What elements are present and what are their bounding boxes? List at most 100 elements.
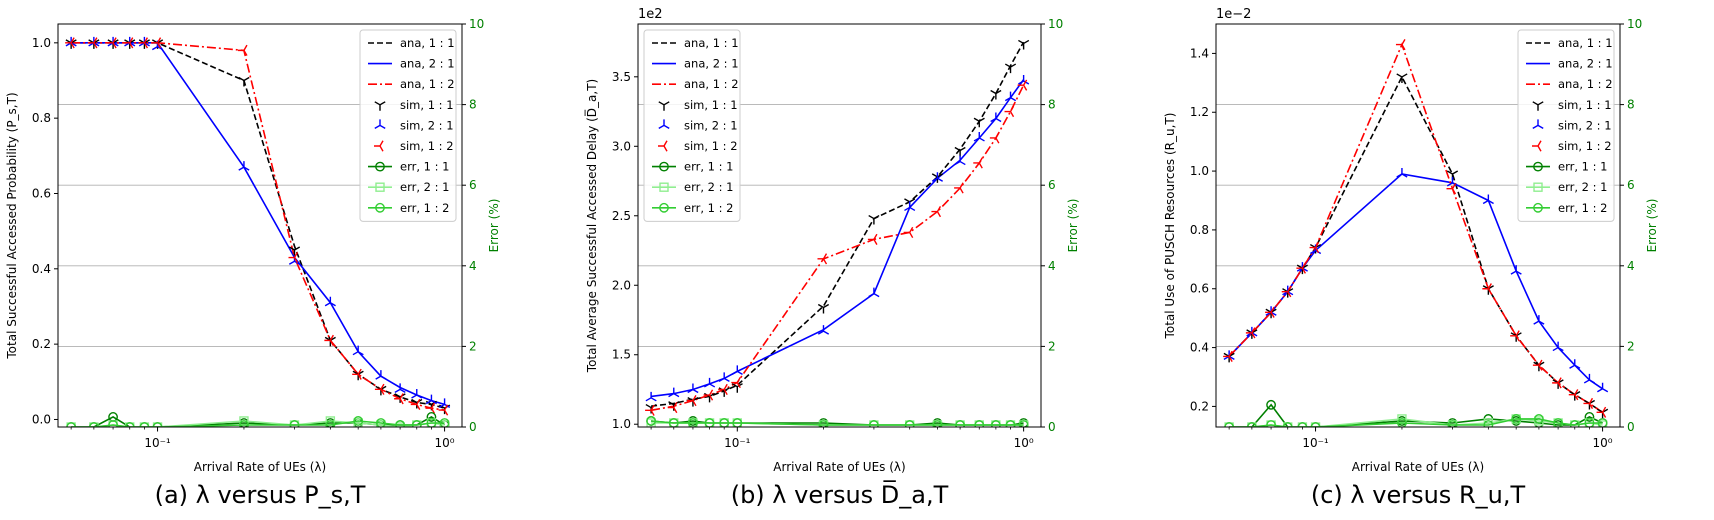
series-9 [1224,414,1608,427]
legend-label: sim, 1 : 2 [400,139,454,153]
y2-tick-label: 6 [1048,178,1056,192]
data-point [719,418,730,427]
data-point [818,420,829,427]
data-point [239,420,249,427]
data-point [410,398,421,410]
series-6 [1223,39,1607,418]
data-point [731,376,741,389]
legend-label: sim, 1 : 2 [684,139,738,153]
data-point [1552,341,1564,352]
data-point [1266,399,1276,410]
legend-label: ana, 1 : 2 [400,77,455,91]
data-point [151,37,162,49]
y-tick-label: 0.2 [1190,399,1209,413]
data-point [1510,265,1522,275]
series-9 [646,416,1029,427]
plot-area [1223,39,1609,427]
data-point [1017,79,1028,91]
series-line-9 [1229,418,1603,427]
data-point [1569,359,1581,369]
legend-box [1517,29,1615,222]
data-point [731,383,743,393]
data-point [868,287,880,298]
y2-axis-label: Error (%) [1645,199,1659,253]
panel-caption: (a) λ versus P_s,T [155,481,366,509]
y2-tick-label: 8 [1627,98,1635,112]
data-point [138,37,149,49]
data-point [1265,306,1275,318]
data-point [817,303,830,314]
data-point [1568,389,1579,401]
data-point [353,416,364,426]
data-point [703,389,714,401]
y2-tick-label: 4 [1048,259,1056,273]
y-tick-label: 1.0 [612,417,631,431]
data-point [954,182,964,194]
legend-label: ana, 2 : 1 [1558,57,1613,71]
chart-panel-2: 1.0 1.5 2.0 2.5 3.0 3.5 0 2 4 6 8 10 10⁻¹ 10⁰ 1e2 Arriv… [584,7,1080,509]
data-point [869,420,879,427]
legend-marker [374,140,384,152]
panel-caption: (c) λ versus R_u,T [1311,481,1526,509]
data-point [1018,74,1030,85]
y-tick-label: 1.0 [32,36,51,50]
y-tick-label: 1.0 [1190,164,1209,178]
axes-frame [1215,23,1621,428]
legend-label: sim, 1 : 1 [400,98,454,112]
legend-marker [375,182,385,192]
y-multiplier: 1e2 [638,7,663,22]
series-line-9 [651,420,1024,426]
x-axis-label: Arrival Rate of UEs (λ) [194,460,326,474]
y-tick-label: 0.8 [32,111,51,125]
data-point [1569,420,1580,427]
data-point [1597,408,1609,419]
y-tick-label: 1.4 [1190,46,1209,60]
axes-frame [637,23,1042,428]
data-point [1597,382,1609,393]
y2-tick-label: 4 [1627,259,1635,273]
y-tick-label: 3.5 [612,70,631,84]
y2-axis-label: Error (%) [487,199,501,253]
data-point [1245,327,1256,339]
y2-tick-label: 0 [469,420,477,434]
series-4 [645,39,1030,414]
legend-marker [659,182,669,192]
data-point [1482,283,1492,295]
legend-marker [1532,119,1544,130]
data-point [1018,39,1030,50]
legend-label: ana, 2 : 1 [400,57,455,71]
data-point [990,112,1002,123]
data-point [931,206,942,218]
y-axis-label: Total Use of PUSCH Resources (R_u,T) [1163,113,1177,340]
legend-label: sim, 2 : 1 [684,118,738,132]
chart-panel-1: 0.0 0.2 0.4 0.6 0.8 1.0 0 2 4 6 8 10 10⁻¹ 10⁰ Arrival … [5,17,501,509]
data-point [687,383,699,394]
data-point [238,76,250,87]
data-point [1483,420,1494,427]
y-tick-label: 2.0 [612,278,631,292]
data-point [1533,315,1545,325]
legend-label: sim, 2 : 1 [1558,118,1612,132]
data-point [817,325,830,335]
data-point [1395,39,1406,51]
data-point [1482,194,1494,205]
series-6 [645,79,1028,416]
panel-caption: (b) λ versus D̅_a,T [731,480,949,509]
data-point [1584,418,1595,427]
data-point [1596,406,1607,418]
legend-label: err, 1 : 1 [400,160,449,174]
data-point [931,172,943,182]
legend-marker [1533,182,1543,192]
data-point [704,418,715,427]
data-point [1583,397,1594,410]
data-point [1281,286,1292,298]
plot-area [645,39,1030,427]
y2-tick-label: 8 [1048,98,1056,112]
legend-marker [658,119,670,130]
legend-label: ana, 1 : 2 [684,77,739,91]
data-point [932,420,943,427]
legend-marker [1532,140,1542,152]
data-point [903,226,914,239]
data-point [954,155,966,166]
data-point [954,146,966,157]
